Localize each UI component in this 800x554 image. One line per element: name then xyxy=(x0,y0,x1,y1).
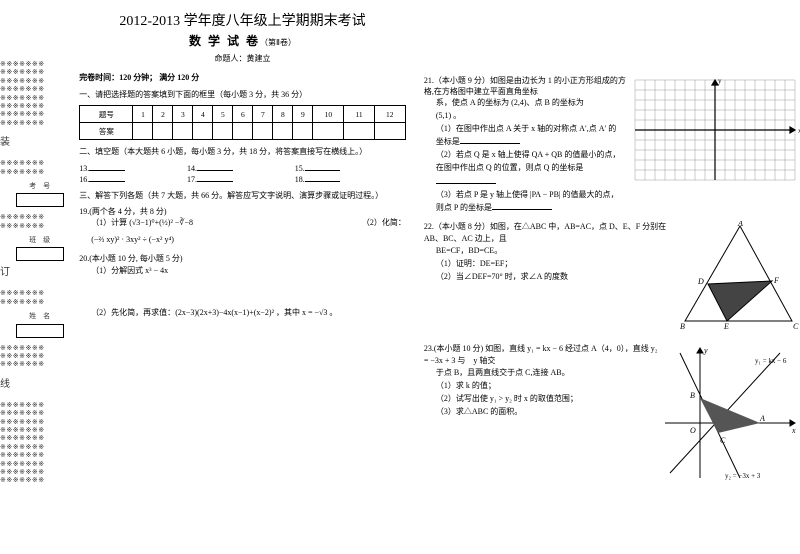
class-field: 班 级 xyxy=(0,236,79,261)
svg-text:C: C xyxy=(793,322,799,331)
svg-text:A: A xyxy=(737,221,743,228)
q21-head: 21.（本小题 9 分）如图是由边长为 1 的小正方形组成的方格,在方格图中建立… xyxy=(424,75,630,97)
svg-text:y₂ = −3x + 3: y₂ = −3x + 3 xyxy=(725,472,761,480)
svg-text:B: B xyxy=(680,322,685,331)
svg-text:x: x xyxy=(791,426,796,435)
grid-figure: x y xyxy=(630,75,800,185)
q20-p2: （2）先化简，再求值：(2x−3)(2x+3)−4x(x−1)+(x−2)² ，… xyxy=(91,307,406,320)
exam-info: 完卷时间：120 分钟； 满分 120 分 xyxy=(79,72,406,83)
table-row-label: 题号 xyxy=(80,106,133,123)
q20-p1: （1）分解因式 x³ − 4x xyxy=(91,265,406,278)
left-column: 2012-2013 学年度八年级上学期期末考试 数 学 试 卷（第Ⅱ卷） 命题人… xyxy=(79,0,416,554)
svg-text:D: D xyxy=(697,277,704,286)
svg-text:O: O xyxy=(690,426,696,435)
q20: 20.(本小题 10 分, 每小题 5 分) （1）分解因式 x³ − 4x （… xyxy=(79,253,406,321)
svg-text:E: E xyxy=(723,322,729,331)
svg-text:C: C xyxy=(720,436,726,445)
q19-head: 19.(两个各 4 分，共 8 分) xyxy=(79,206,406,217)
q21: 21.（本小题 9 分）如图是由边长为 1 的小正方形组成的方格,在方格图中建立… xyxy=(424,75,800,215)
answer-table: 题号 12 34 56 78 910 1112 答案 xyxy=(79,105,406,140)
svg-text:y: y xyxy=(718,77,722,85)
q19: 19.(两个各 4 分，共 8 分) （1）计算 (√3−1)⁰+(½)² −∛… xyxy=(79,206,406,247)
fill-blanks: 13. 14. 15. 16. 17. 18. xyxy=(79,162,406,184)
svg-text:y₁ = kx − 6: y₁ = kx − 6 xyxy=(755,357,787,365)
q19-expr1: (√3−1)⁰+(½)² −∛−8 xyxy=(129,218,193,227)
q19-expr2: (−⅔ xy)² · 3xy² ÷ (−x² y⁴) xyxy=(91,234,406,247)
ding-glyph: 订 xyxy=(0,267,79,279)
exam-id-field: 考 号 xyxy=(0,182,79,207)
xian-glyph: 线 xyxy=(0,379,79,391)
svg-text:y: y xyxy=(703,346,708,355)
zhuang-glyph: 装 xyxy=(0,137,79,149)
subject-title: 数 学 试 卷（第Ⅱ卷） xyxy=(79,32,406,49)
author-line: 命题人：黄建立 xyxy=(79,53,406,64)
q22: 22.（本小题 8 分）如图，在△ABC 中，AB=AC，点 D、E、F 分别在… xyxy=(424,221,800,331)
svg-text:F: F xyxy=(773,276,779,285)
gutter-stars: ※※※※※※※※※※※※※※ ※※※※※※※※※※※※※※ ※※※※※※※※※※… xyxy=(0,60,79,127)
lines-figure: O A B C x y y₁ = kx − 6 y₂ = −3x + 3 xyxy=(660,343,800,483)
svg-text:B: B xyxy=(690,391,695,400)
q22-head: 22.（本小题 8 分）如图，在△ABC 中，AB=AC，点 D、E、F 分别在… xyxy=(424,221,680,245)
section2-instr: 二、填空题（本大题共 6 小题，每小题 3 分，共 18 分，将答案直接写在横线… xyxy=(79,146,406,158)
section1-instr: 一、请把选择题的答案填到下面的框里（每小题 3 分，共 36 分） xyxy=(79,89,406,101)
section3-instr: 三、解答下列各题（共 7 大题，共 66 分。解答应写文字说明、演算步骤或证明过… xyxy=(79,190,406,202)
table-row-label: 答案 xyxy=(80,123,133,140)
binding-gutter: ※※※※※※※※※※※※※※ ※※※※※※※※※※※※※※ ※※※※※※※※※※… xyxy=(0,0,79,554)
svg-text:A: A xyxy=(759,414,765,423)
page-title: 2012-2013 学年度八年级上学期期末考试 xyxy=(79,10,406,30)
triangle-figure: A B C D E F xyxy=(680,221,800,331)
q23-head: 23.(本小题 10 分) 如图，直线 y₁ = kx − 6 经过点 A（4，… xyxy=(424,343,660,367)
right-column: 21.（本小题 9 分）如图是由边长为 1 的小正方形组成的方格,在方格图中建立… xyxy=(416,0,800,554)
name-field: 姓 名 xyxy=(0,312,79,337)
q20-head: 20.(本小题 10 分, 每小题 5 分) xyxy=(79,253,406,265)
q23: 23.(本小题 10 分) 如图，直线 y₁ = kx − 6 经过点 A（4，… xyxy=(424,343,800,483)
